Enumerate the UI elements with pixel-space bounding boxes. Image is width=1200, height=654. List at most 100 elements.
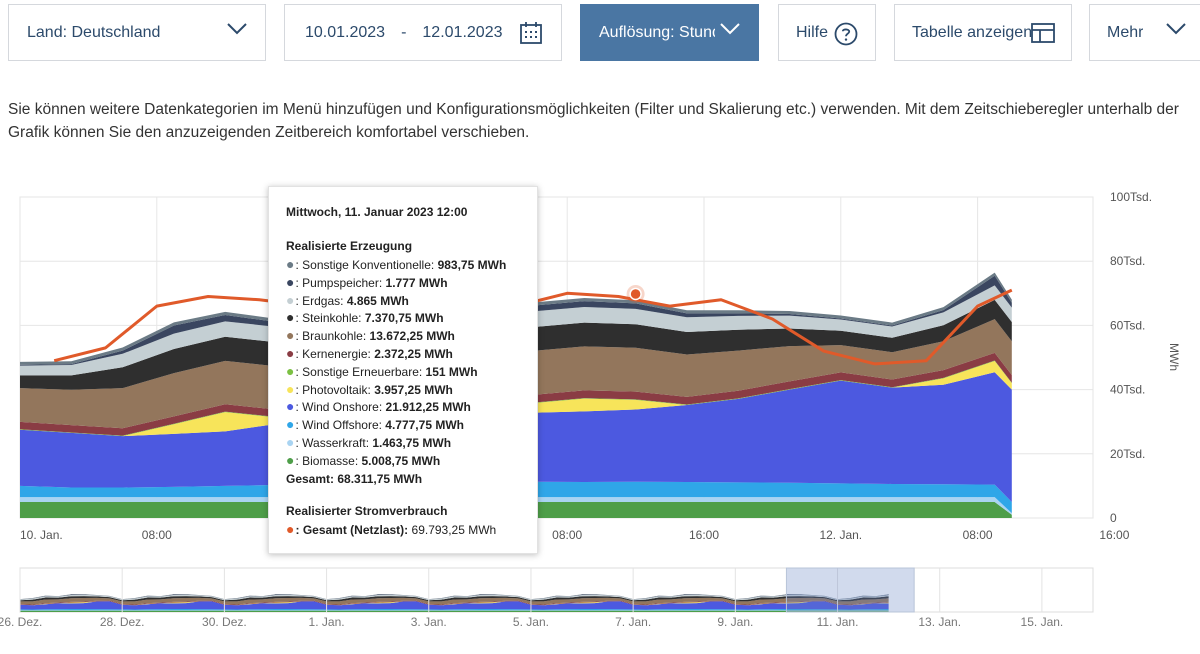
date-separator: - <box>401 23 407 41</box>
tooltip-total-value: 68.311,75 MWh <box>337 471 423 486</box>
y-tick-label: 0 <box>1110 511 1117 525</box>
intro-text: Sie können weitere Datenkategorien im Me… <box>8 101 1179 141</box>
tooltip-consumption-header: Realisierter Stromverbrauch <box>286 503 448 518</box>
tooltip-row: ●: Wasserkraft: 1.463,75 MWh <box>286 434 537 452</box>
tooltip-row-label: : Wasserkraft: <box>295 435 373 450</box>
series-dot-icon: ● <box>286 309 295 326</box>
navigator-area <box>20 600 889 606</box>
chevron-down-icon <box>227 23 247 35</box>
toolbar: Land: Deutschland 10.01.2023 - 12.01.202… <box>8 4 1200 64</box>
tooltip-row-value: 7.370,75 MWh <box>364 311 444 326</box>
tooltip-row: ●: Erdgas: 4.865 MWh <box>286 292 537 310</box>
series-dot-icon: ● <box>286 291 295 308</box>
navigator-area <box>20 609 889 611</box>
date-to[interactable]: 12.01.2023 <box>422 23 503 41</box>
navigator-tick-label: 9. Jan. <box>717 615 753 629</box>
navigator-area <box>20 597 889 605</box>
tooltip-row-label: : Braunkohle: <box>295 329 370 344</box>
navigator-tick-label: 15. Jan. <box>1021 615 1064 629</box>
chevron-down-icon <box>720 23 740 35</box>
tooltip-row: ●: Braunkohle: 13.672,25 MWh <box>286 327 537 345</box>
series-dot-icon: ● <box>286 416 295 433</box>
tooltip-row: ●: Sonstige Erneuerbare: 151 MWh <box>286 363 537 381</box>
area-series-wind-offshore <box>20 481 1012 514</box>
tooltip-row: ●: Photovoltaik: 3.957,25 MWh <box>286 381 537 399</box>
x-tick-label: 08:00 <box>963 528 993 542</box>
tooltip-row-label: : Pumpspeicher: <box>295 275 386 290</box>
show-table-label: Tabelle anzeigen <box>912 23 1033 41</box>
x-tick-label: 10. Jan. <box>20 528 63 542</box>
series-dot-icon: ● <box>286 451 295 468</box>
show-table-button[interactable]: Tabelle anzeigen <box>894 4 1072 61</box>
tooltip-row: ●: Wind Onshore: 21.912,25 MWh <box>286 398 537 416</box>
tooltip-row: ●: Biomasse: 5.008,75 MWh <box>286 452 537 470</box>
tooltip-row-value: 1.777 MWh <box>385 275 448 290</box>
x-tick-label: 08:00 <box>552 528 582 542</box>
navigator-tick-label: 30. Dez. <box>202 615 247 629</box>
country-select[interactable]: Land: Deutschland <box>8 4 266 61</box>
navigator-area <box>20 594 889 601</box>
resolution-select[interactable]: Auflösung: Stunde <box>580 4 759 61</box>
consumption-dot-icon: ● <box>286 520 295 537</box>
more-label: Mehr <box>1107 23 1144 41</box>
x-tick-label: 12. Jan. <box>819 528 862 542</box>
x-tick-label: 16:00 <box>689 528 719 542</box>
navigator-tick-label: 28. Dez. <box>100 615 145 629</box>
tooltip-consumption-row: ●: Gesamt (Netzlast): 69.793,25 MWh <box>286 520 497 537</box>
calendar-icon[interactable] <box>519 21 543 45</box>
tooltip-row: ●: Sonstige Konventionelle: 983,75 MWh <box>286 256 537 274</box>
more-button[interactable]: Mehr <box>1089 4 1200 61</box>
navigator-area <box>20 601 889 610</box>
tooltip-row-label: : Wind Offshore: <box>295 418 386 433</box>
date-from[interactable]: 10.01.2023 <box>305 23 386 41</box>
load-line <box>53 288 1013 366</box>
date-range-picker[interactable]: 10.01.2023 - 12.01.2023 <box>284 4 562 61</box>
navigator-tick-label: 13. Jan. <box>918 615 961 629</box>
tooltip-row-value: 151 MWh <box>425 364 478 379</box>
navigator-area <box>20 594 889 600</box>
area-series-wasserkraft <box>20 497 1012 515</box>
energy-chart[interactable]: 0 20Tsd. 40Tsd. 60Tsd. 80Tsd. 100Tsd. 10. Jan.… <box>0 180 1200 654</box>
highlight-point <box>629 287 642 301</box>
tooltip-total: Gesamt: 68.311,75 MWh <box>286 470 537 488</box>
tooltip-total-label: Gesamt: <box>286 471 335 486</box>
navigator-tick-label: 5. Jan. <box>513 615 549 629</box>
series-dot-icon: ● <box>286 380 295 397</box>
tooltip-row-label: : Wind Onshore: <box>295 400 386 415</box>
tooltip-row-value: 13.672,25 MWh <box>369 329 455 344</box>
tooltip-row: ●: Wind Offshore: 4.777,75 MWh <box>286 416 537 434</box>
series-dot-icon: ● <box>286 433 295 450</box>
y-tick-label: 40Tsd. <box>1110 383 1145 397</box>
tooltip-row-value: 983,75 MWh <box>437 258 507 272</box>
tooltip-row-value: 4.865 MWh <box>346 293 409 308</box>
tooltip-row-label: : Photovoltaik: <box>295 382 375 397</box>
tooltip-row-value: 5.008,75 MWh <box>361 453 441 468</box>
y-axis-title: MWh <box>1167 343 1181 371</box>
series-dot-icon: ● <box>286 256 295 272</box>
tooltip-row-value: 2.372,25 MWh <box>374 346 453 361</box>
tooltip-row-value: 3.957,25 MWh <box>374 382 453 397</box>
tooltip-row-value: 4.777,75 MWh <box>385 418 464 433</box>
x-tick-label: 08:00 <box>142 528 172 542</box>
tooltip-row-label: : Erdgas: <box>295 293 347 308</box>
navigator-area <box>20 594 889 600</box>
navigator-tick-label: 11. Jan. <box>817 615 859 629</box>
y-tick-label: 60Tsd. <box>1110 318 1145 332</box>
navigator-area <box>20 610 889 612</box>
series-dot-icon: ● <box>286 398 295 415</box>
series-dot-icon: ● <box>286 273 295 290</box>
tooltip-row-value: 21.912,25 MWh <box>385 400 471 415</box>
consumption-label: Gesamt (Netzlast): <box>302 522 409 537</box>
y-tick-label: 20Tsd. <box>1110 447 1145 461</box>
tooltip-title: Mittwoch, 11. Januar 2023 12:00 <box>286 205 468 219</box>
tooltip-row-label: : Kernenergie: <box>295 346 375 361</box>
x-tick-label: 16:00 <box>1099 528 1129 542</box>
area-series-photovoltaik <box>20 361 1012 437</box>
tooltip-row: ●: Kernenergie: 2.372,25 MWh <box>286 345 537 363</box>
area-series-kernenergie <box>20 352 1012 436</box>
navigator-area <box>20 596 889 602</box>
help-button[interactable]: Hilfe <box>778 4 876 61</box>
tooltip-row: ●: Steinkohle: 7.370,75 MWh <box>286 309 537 327</box>
area-series-pumpspeicher <box>20 275 1012 366</box>
tooltip-row-value: 1.463,75 MWh <box>372 435 452 450</box>
